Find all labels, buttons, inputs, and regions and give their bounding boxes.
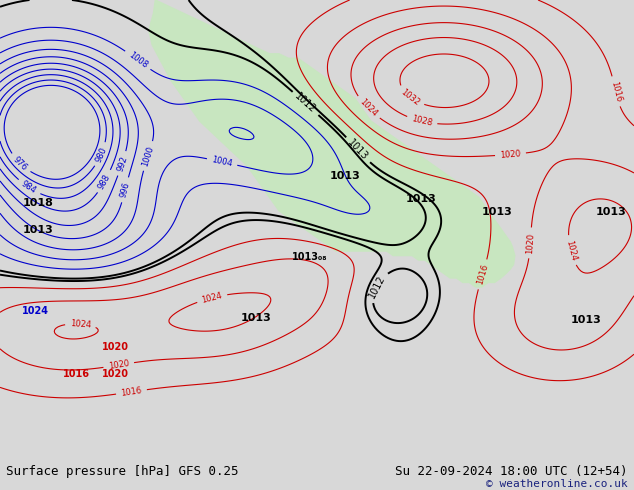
- Text: 1018: 1018: [22, 198, 53, 208]
- Text: 1016: 1016: [609, 80, 623, 103]
- Text: 1000: 1000: [141, 145, 155, 167]
- Text: 1024: 1024: [70, 319, 91, 329]
- Text: 1013: 1013: [596, 207, 627, 217]
- Text: 1020: 1020: [108, 359, 130, 371]
- Text: 984: 984: [20, 179, 38, 196]
- Text: 1020: 1020: [500, 149, 521, 160]
- Text: 1013: 1013: [241, 313, 272, 322]
- Text: 1024: 1024: [358, 98, 378, 119]
- Text: 1012: 1012: [293, 92, 318, 116]
- Text: Su 22-09-2024 18:00 UTC (12+54): Su 22-09-2024 18:00 UTC (12+54): [395, 465, 628, 478]
- Text: 980: 980: [94, 146, 108, 164]
- Text: 1013: 1013: [482, 207, 513, 217]
- Text: 1016: 1016: [63, 368, 91, 379]
- Text: 1008: 1008: [127, 50, 149, 70]
- Text: 1004: 1004: [211, 155, 233, 169]
- Polygon shape: [149, 0, 515, 287]
- Text: 1013₀₈: 1013₀₈: [292, 252, 327, 262]
- Text: 1013: 1013: [22, 225, 53, 235]
- Text: 1012: 1012: [366, 273, 387, 299]
- Text: 992: 992: [115, 154, 129, 172]
- Text: 1024: 1024: [22, 306, 49, 316]
- Text: 1016: 1016: [476, 263, 490, 286]
- Text: 1020: 1020: [525, 232, 536, 254]
- Text: 1024: 1024: [564, 239, 578, 262]
- Text: 1013: 1013: [571, 315, 602, 325]
- Text: 976: 976: [11, 155, 29, 172]
- Text: 1020: 1020: [101, 368, 129, 379]
- Text: 1013: 1013: [330, 172, 361, 181]
- Text: 1028: 1028: [411, 115, 433, 128]
- Text: © weatheronline.co.uk: © weatheronline.co.uk: [486, 479, 628, 489]
- Text: 1020: 1020: [101, 342, 129, 352]
- Text: 1016: 1016: [120, 386, 143, 398]
- Text: 1032: 1032: [399, 87, 422, 107]
- Text: Surface pressure [hPa] GFS 0.25: Surface pressure [hPa] GFS 0.25: [6, 465, 239, 478]
- Text: 988: 988: [96, 172, 112, 191]
- Text: 1013: 1013: [346, 138, 370, 162]
- Text: 1013: 1013: [406, 194, 437, 204]
- Text: 996: 996: [119, 181, 131, 198]
- Text: 1024: 1024: [201, 291, 223, 305]
